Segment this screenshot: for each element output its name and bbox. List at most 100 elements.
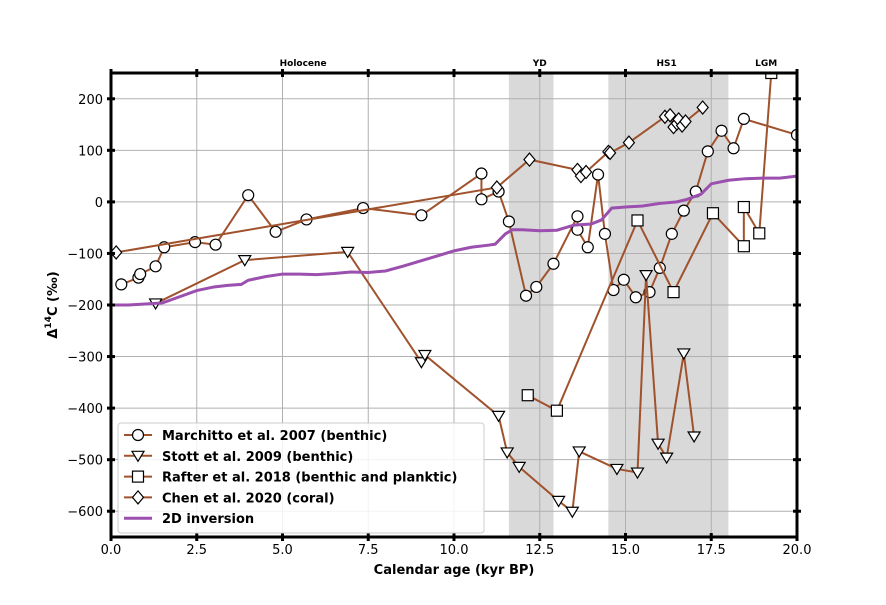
data-point (676, 348, 691, 361)
band-label-yd: YD (532, 59, 547, 69)
x-tick-label: 0.0 (101, 543, 122, 558)
band-labels: Holocene YD HS1 LGM (280, 59, 778, 69)
data-point (665, 227, 678, 240)
data-point (737, 240, 750, 253)
data-point (237, 255, 252, 267)
data-point (687, 431, 702, 444)
legend-marker (131, 489, 145, 505)
y-tick-label: 100 (78, 144, 103, 159)
x-tick-label: 20.0 (783, 543, 812, 558)
data-point (591, 168, 605, 181)
data-point (663, 107, 677, 123)
data-point (753, 227, 766, 240)
y-tick-label: −500 (67, 454, 103, 469)
data-point (547, 257, 560, 270)
data-point (737, 112, 750, 125)
data-point (269, 225, 282, 238)
data-point (149, 260, 162, 273)
y-tick-label: −200 (67, 299, 103, 314)
data-point (565, 506, 580, 519)
y-axis-label-delta: Δ (46, 329, 61, 339)
band-label-holocene: Holocene (280, 59, 327, 69)
data-point (530, 280, 543, 294)
data-point (521, 389, 534, 402)
data-point (490, 180, 504, 195)
y-axis-label-superscript: 14 (44, 316, 54, 329)
data-point (622, 135, 636, 151)
x-tick-label: 10.0 (440, 543, 469, 558)
data-point (134, 267, 147, 281)
y-axis-label: Δ14C (‰) (44, 271, 61, 338)
legend-label: Stott et al. 2009 (benthic) (162, 450, 353, 465)
data-point (571, 210, 584, 223)
data-point (631, 214, 644, 227)
data-point (696, 100, 709, 115)
x-tick-label: 2.5 (186, 543, 207, 558)
data-point (475, 193, 488, 206)
data-point (679, 114, 692, 129)
legend-marker (131, 470, 145, 483)
data-point (651, 438, 666, 451)
data-point (551, 495, 566, 508)
x-tick-label: 15.0 (611, 543, 640, 558)
data-point (415, 209, 428, 222)
data-point (502, 215, 515, 228)
data-point (715, 124, 728, 137)
data-point (677, 204, 690, 217)
legend-marker (130, 450, 146, 463)
y-axis-label-rest: C (‰) (46, 271, 61, 316)
data-point (701, 145, 714, 158)
series-layer (111, 73, 797, 519)
data-point (519, 289, 533, 302)
data-point (667, 286, 680, 299)
legend-label: Marchitto et al. 2007 (benthic) (162, 429, 387, 444)
data-point (572, 446, 587, 459)
data-point (115, 278, 128, 291)
x-tick-label: 12.5 (525, 543, 554, 558)
data-point (581, 241, 594, 254)
x-tick-label: 7.5 (358, 543, 379, 558)
band-label-lgm: LGM (755, 59, 777, 69)
legend-box (117, 422, 485, 534)
data-point (737, 200, 750, 214)
y-tick-label: −300 (67, 351, 103, 366)
data-point (639, 269, 654, 282)
legend-label: 2D inversion (162, 512, 254, 527)
data-point (579, 164, 593, 180)
legend-marker (131, 428, 145, 442)
data-point (609, 463, 624, 476)
x-tick-label: 5.0 (272, 543, 293, 558)
axis-ticks: 0.0 2.5 5.0 7.5 10.0 12.5 15.0 17.5 20.0 200 100 0 −… (67, 69, 811, 558)
data-point (603, 145, 617, 161)
data-point (417, 349, 432, 362)
data-point (598, 227, 612, 240)
data-point (475, 167, 488, 180)
series-line-inversion (111, 174, 797, 307)
y-tick-label: 0 (95, 196, 103, 211)
series-3 (111, 100, 709, 260)
series-4 (111, 174, 797, 307)
grid-lines (110, 73, 798, 537)
series-2 (521, 73, 778, 417)
data-point (242, 189, 255, 202)
data-point (500, 447, 515, 460)
data-point (617, 273, 630, 286)
data-point (491, 410, 506, 423)
y-tick-label: −600 (67, 505, 103, 520)
data-point (659, 452, 674, 465)
data-point (706, 207, 720, 220)
y-tick-label: −100 (67, 247, 103, 262)
data-point (340, 246, 355, 259)
data-point (512, 461, 527, 474)
legend-label: Rafter et al. 2018 (benthic and planktic… (162, 471, 457, 486)
data-point (629, 291, 642, 304)
data-point (765, 73, 778, 80)
legend-label: Chen et al. 2020 (coral) (162, 491, 335, 506)
x-axis-label: Calendar age (kyr BP) (374, 563, 535, 578)
y-tick-label: −400 (67, 402, 103, 417)
band-label-hs1: HS1 (657, 59, 677, 69)
x-tick-label: 17.5 (697, 543, 726, 558)
legend: Marchitto et al. 2007 (benthic) Stott et … (117, 422, 485, 534)
data-point (727, 142, 740, 155)
